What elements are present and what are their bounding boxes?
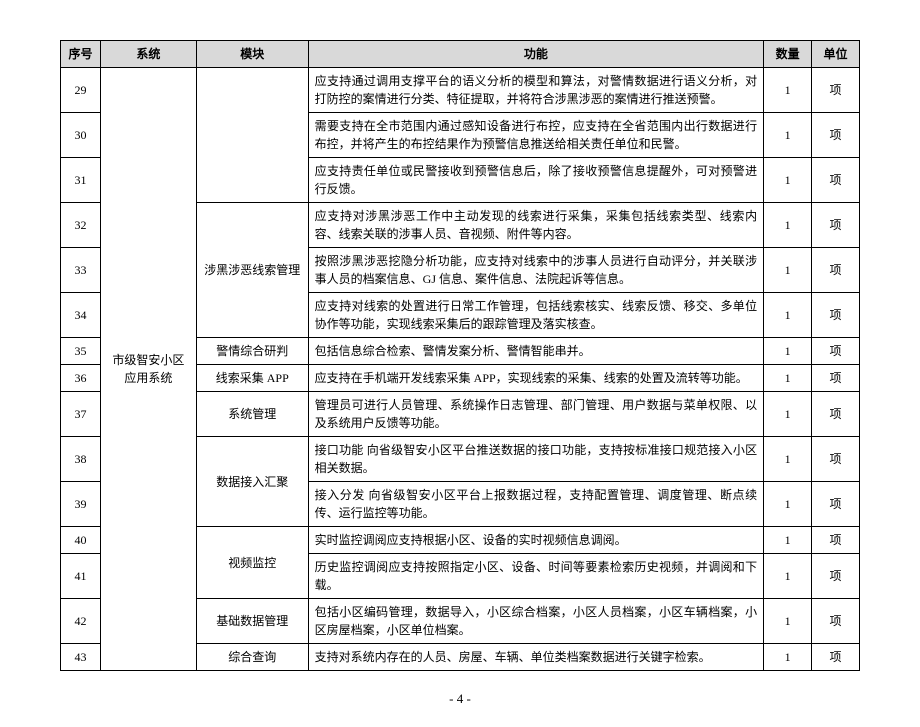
- cell-module: 线索采集 APP: [196, 365, 308, 392]
- cell-unit: 项: [812, 365, 860, 392]
- cell-module: 综合查询: [196, 644, 308, 671]
- cell-qty: 1: [764, 293, 812, 338]
- cell-qty: 1: [764, 527, 812, 554]
- cell-func: 包括信息综合检索、警情发案分析、警情智能串并。: [308, 338, 763, 365]
- cell-module-blank: [196, 68, 308, 203]
- cell-func: 历史监控调阅应支持按照指定小区、设备、时间等要素检索历史视频，并调阅和下载。: [308, 554, 763, 599]
- cell-func: 应支持对线索的处置进行日常工作管理，包括线索核实、线索反馈、移交、多单位协作等功…: [308, 293, 763, 338]
- cell-module: 涉黑涉恶线索管理: [196, 203, 308, 338]
- cell-func: 支持对系统内存在的人员、房屋、车辆、单位类档案数据进行关键字检索。: [308, 644, 763, 671]
- cell-unit: 项: [812, 644, 860, 671]
- cell-system: 市级智安小区应用系统: [100, 68, 196, 671]
- cell-func: 按照涉黑涉恶挖隐分析功能，应支持对线索中的涉事人员进行自动评分，并关联涉事人员的…: [308, 248, 763, 293]
- cell-unit: 项: [812, 527, 860, 554]
- cell-unit: 项: [812, 293, 860, 338]
- cell-func: 应支持对涉黑涉恶工作中主动发现的线索进行采集，采集包括线索类型、线索内容、线索关…: [308, 203, 763, 248]
- cell-func: 需要支持在全市范围内通过感知设备进行布控，应支持在全省范围内出行数据进行布控，并…: [308, 113, 763, 158]
- cell-qty: 1: [764, 482, 812, 527]
- cell-unit: 项: [812, 113, 860, 158]
- cell-unit: 项: [812, 203, 860, 248]
- cell-unit: 项: [812, 68, 860, 113]
- cell-seq: 34: [61, 293, 101, 338]
- cell-unit: 项: [812, 554, 860, 599]
- col-system: 系统: [100, 41, 196, 68]
- cell-func: 应支持在手机端开发线索采集 APP，实现线索的采集、线索的处置及流转等功能。: [308, 365, 763, 392]
- cell-qty: 1: [764, 365, 812, 392]
- cell-qty: 1: [764, 248, 812, 293]
- cell-qty: 1: [764, 203, 812, 248]
- cell-module: 视频监控: [196, 527, 308, 599]
- cell-seq: 36: [61, 365, 101, 392]
- cell-seq: 31: [61, 158, 101, 203]
- cell-func: 接入分发 向省级智安小区平台上报数据过程，支持配置管理、调度管理、断点续传、运行…: [308, 482, 763, 527]
- cell-qty: 1: [764, 644, 812, 671]
- cell-qty: 1: [764, 338, 812, 365]
- cell-seq: 35: [61, 338, 101, 365]
- cell-func: 应支持通过调用支撑平台的语义分析的模型和算法，对警情数据进行语义分析，对打防控的…: [308, 68, 763, 113]
- cell-func: 接口功能 向省级智安小区平台推送数据的接口功能，支持按标准接口规范接入小区相关数…: [308, 437, 763, 482]
- cell-qty: 1: [764, 392, 812, 437]
- cell-qty: 1: [764, 113, 812, 158]
- cell-seq: 37: [61, 392, 101, 437]
- cell-qty: 1: [764, 554, 812, 599]
- page-number: - 4 -: [60, 691, 860, 707]
- cell-unit: 项: [812, 248, 860, 293]
- cell-seq: 42: [61, 599, 101, 644]
- cell-module: 警情综合研判: [196, 338, 308, 365]
- cell-unit: 项: [812, 338, 860, 365]
- cell-func: 应支持责任单位或民警接收到预警信息后，除了接收预警信息提醒外，可对预警进行反馈。: [308, 158, 763, 203]
- cell-unit: 项: [812, 599, 860, 644]
- cell-unit: 项: [812, 392, 860, 437]
- cell-seq: 33: [61, 248, 101, 293]
- col-qty: 数量: [764, 41, 812, 68]
- cell-func: 管理员可进行人员管理、系统操作日志管理、部门管理、用户数据与菜单权限、以及系统用…: [308, 392, 763, 437]
- cell-unit: 项: [812, 482, 860, 527]
- table-row: 29 市级智安小区应用系统 应支持通过调用支撑平台的语义分析的模型和算法，对警情…: [61, 68, 860, 113]
- cell-module: 数据接入汇聚: [196, 437, 308, 527]
- cell-seq: 32: [61, 203, 101, 248]
- cell-unit: 项: [812, 437, 860, 482]
- cell-qty: 1: [764, 68, 812, 113]
- col-seq: 序号: [61, 41, 101, 68]
- cell-seq: 30: [61, 113, 101, 158]
- col-module: 模块: [196, 41, 308, 68]
- table-header-row: 序号 系统 模块 功能 数量 单位: [61, 41, 860, 68]
- cell-module: 系统管理: [196, 392, 308, 437]
- cell-func: 包括小区编码管理，数据导入，小区综合档案，小区人员档案，小区车辆档案，小区房屋档…: [308, 599, 763, 644]
- cell-qty: 1: [764, 437, 812, 482]
- cell-seq: 43: [61, 644, 101, 671]
- col-unit: 单位: [812, 41, 860, 68]
- cell-qty: 1: [764, 599, 812, 644]
- col-function: 功能: [308, 41, 763, 68]
- cell-seq: 39: [61, 482, 101, 527]
- cell-module: 基础数据管理: [196, 599, 308, 644]
- cell-seq: 29: [61, 68, 101, 113]
- data-table: 序号 系统 模块 功能 数量 单位 29 市级智安小区应用系统 应支持通过调用支…: [60, 40, 860, 671]
- cell-seq: 40: [61, 527, 101, 554]
- cell-func: 实时监控调阅应支持根据小区、设备的实时视频信息调阅。: [308, 527, 763, 554]
- cell-seq: 41: [61, 554, 101, 599]
- cell-qty: 1: [764, 158, 812, 203]
- cell-seq: 38: [61, 437, 101, 482]
- cell-unit: 项: [812, 158, 860, 203]
